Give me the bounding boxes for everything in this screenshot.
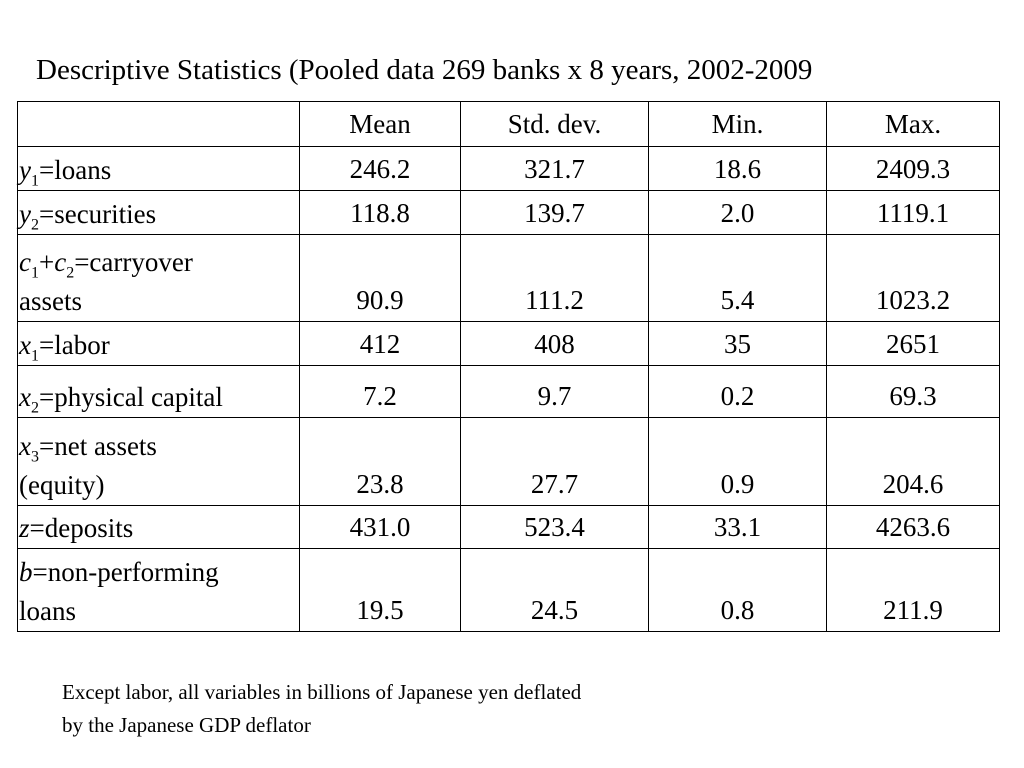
row-label: c1+c2=carryover assets [17, 234, 300, 322]
cell-min: 5.4 [648, 234, 827, 322]
row-label: z=deposits [17, 505, 300, 549]
column-header-variable [17, 101, 300, 147]
cell-std-dev: 139.7 [460, 190, 649, 235]
cell-max: 1023.2 [826, 234, 1000, 322]
variable-name: =deposits [29, 513, 134, 543]
cell-std-dev: 408 [460, 321, 649, 366]
variable-subscript: 2 [30, 399, 39, 417]
plus-sign: + [38, 247, 55, 277]
cell-std-dev: 9.7 [460, 365, 649, 418]
variable-subscript: 3 [30, 448, 39, 466]
variable-subscript: 1 [30, 347, 39, 365]
cell-std-dev: 523.4 [460, 505, 649, 549]
variable-name: =carryover [74, 247, 193, 277]
table-row-non-performing-loans: b=non-performing loans 19.5 24.5 0.8 211.… [17, 548, 1000, 632]
footnote-line-2: by the Japanese GDP deflator [62, 713, 311, 737]
table-row-net-assets: x3=net assets (equity) 23.8 27.7 0.9 204.… [17, 417, 1000, 506]
row-label: x1=labor [17, 321, 300, 366]
cell-std-dev: 111.2 [460, 234, 649, 322]
column-header-max: Max. [826, 101, 1000, 147]
variable-subscript: 1 [30, 264, 39, 282]
cell-min: 35 [648, 321, 827, 366]
page-title: Descriptive Statistics (Pooled data 269 … [36, 54, 813, 86]
cell-mean: 19.5 [299, 548, 461, 632]
cell-min: 2.0 [648, 190, 827, 235]
cell-mean: 90.9 [299, 234, 461, 322]
variable-symbol: c [54, 247, 67, 277]
footnote-line-1: Except labor, all variables in billions … [62, 680, 582, 704]
cell-min: 33.1 [648, 505, 827, 549]
cell-std-dev: 24.5 [460, 548, 649, 632]
cell-mean: 412 [299, 321, 461, 366]
table-row-carryover-assets: c1+c2=carryover assets 90.9 111.2 5.4 102… [17, 234, 1000, 322]
row-label: x2=physical capital [17, 365, 300, 418]
cell-mean: 431.0 [299, 505, 461, 549]
cell-std-dev: 321.7 [460, 146, 649, 191]
cell-min: 0.8 [648, 548, 827, 632]
variable-name: =net assets [38, 431, 157, 461]
cell-max: 211.9 [826, 548, 1000, 632]
row-label: y2=securities [17, 190, 300, 235]
cell-max: 69.3 [826, 365, 1000, 418]
column-header-std-dev: Std. dev. [460, 101, 649, 147]
variable-symbol: y [19, 199, 31, 229]
table-row-securities: y2=securities 118.8 139.7 2.0 1119.1 [17, 190, 1000, 235]
variable-name: =securities [38, 199, 157, 229]
variable-name-continued: (equity) [19, 470, 105, 500]
column-header-min: Min. [648, 101, 827, 147]
variable-name: =labor [38, 330, 110, 360]
cell-mean: 246.2 [299, 146, 461, 191]
column-header-mean: Mean [299, 101, 461, 147]
cell-std-dev: 27.7 [460, 417, 649, 506]
variable-symbol: y [19, 155, 31, 185]
variable-symbol: z [19, 513, 30, 543]
cell-mean: 23.8 [299, 417, 461, 506]
variable-symbol: x [19, 382, 31, 412]
variable-subscript: 2 [66, 264, 75, 282]
cell-min: 0.2 [648, 365, 827, 418]
cell-max: 4263.6 [826, 505, 1000, 549]
table-row-labor: x1=labor 412 408 35 2651 [17, 321, 1000, 366]
cell-max: 2409.3 [826, 146, 1000, 191]
cell-max: 2651 [826, 321, 1000, 366]
cell-max: 1119.1 [826, 190, 1000, 235]
descriptive-statistics-table: Mean Std. dev. Min. Max. y1=loans 246.2 … [17, 101, 1000, 632]
variable-name: =physical capital [38, 382, 223, 412]
cell-max: 204.6 [826, 417, 1000, 506]
row-label: y1=loans [17, 146, 300, 191]
variable-symbol: x [19, 431, 31, 461]
variable-name-continued: assets [19, 286, 82, 316]
variable-symbol: x [19, 330, 31, 360]
variable-symbol: c [19, 247, 31, 277]
table-row-deposits: z=deposits 431.0 523.4 33.1 4263.6 [17, 505, 1000, 549]
variable-subscript: 1 [30, 172, 39, 190]
row-label: b=non-performing loans [17, 548, 300, 632]
table-header-row: Mean Std. dev. Min. Max. [17, 101, 1000, 147]
variable-symbol: b [19, 557, 33, 587]
cell-min: 18.6 [648, 146, 827, 191]
table-row-loans: y1=loans 246.2 321.7 18.6 2409.3 [17, 146, 1000, 191]
footnote: Except labor, all variables in billions … [62, 676, 802, 742]
cell-mean: 118.8 [299, 190, 461, 235]
row-label: x3=net assets (equity) [17, 417, 300, 506]
table-row-physical-capital: x2=physical capital 7.2 9.7 0.2 69.3 [17, 365, 1000, 418]
cell-mean: 7.2 [299, 365, 461, 418]
cell-min: 0.9 [648, 417, 827, 506]
variable-name: =non-performing [32, 557, 219, 587]
variable-name-continued: loans [19, 596, 76, 626]
variable-name: =loans [38, 155, 112, 185]
variable-subscript: 2 [30, 216, 39, 234]
